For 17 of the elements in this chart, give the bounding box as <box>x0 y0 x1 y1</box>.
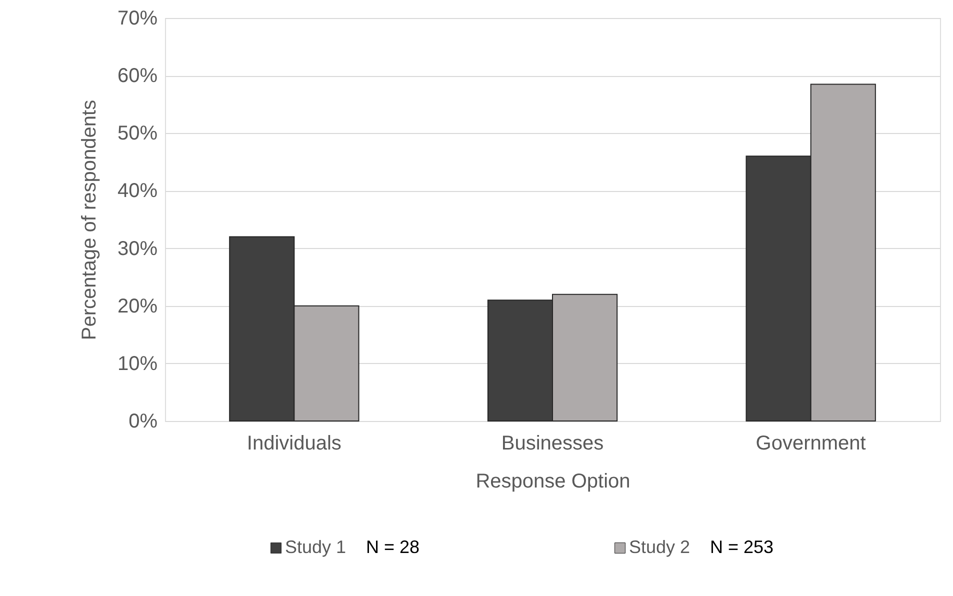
legend-label: Study 1 <box>285 537 346 557</box>
y-tick-label: 50% <box>117 122 158 145</box>
x-tick-label: Individuals <box>246 432 342 454</box>
y-tick-label: 30% <box>117 238 158 260</box>
x-axis-title: Response Option <box>476 470 630 492</box>
x-tick-label: Businesses <box>501 432 604 454</box>
y-tick-label: 70% <box>117 8 158 30</box>
text: N = 28 <box>366 537 420 557</box>
y-tick-label: 20% <box>117 295 158 318</box>
legend-label: Study 2 <box>629 537 690 557</box>
y-tick-label: 0% <box>128 410 158 432</box>
y-axis-title: Percentage of respondents <box>78 100 100 340</box>
y-tick-label: 60% <box>117 65 158 88</box>
x-tick-label: Government <box>756 432 866 454</box>
y-tick-label: 40% <box>117 180 158 202</box>
text: N = 253 <box>710 537 774 557</box>
y-tick-label: 10% <box>117 352 158 375</box>
